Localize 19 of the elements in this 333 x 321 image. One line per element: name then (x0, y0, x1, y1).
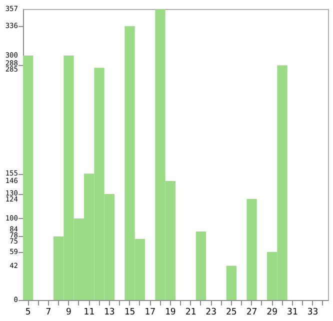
x-tick-label: 15 (124, 308, 136, 318)
x-tick-label: 17 (144, 308, 156, 318)
x-tick-label: 13 (104, 308, 115, 318)
x-tick-label: 23 (206, 308, 217, 318)
x-tick-label: 25 (226, 308, 237, 318)
x-tick-label: 27 (246, 308, 258, 318)
bar (196, 232, 206, 300)
x-tick-label: 7 (46, 308, 52, 318)
bar (23, 55, 34, 300)
bar (246, 198, 257, 300)
x-tick-label: 19 (164, 308, 176, 318)
bar (226, 266, 236, 300)
x-tick-label: 33 (307, 308, 318, 318)
x-tick-label: 29 (266, 308, 278, 318)
x-tick-label: 5 (25, 308, 31, 318)
x-tick-label: 9 (66, 308, 72, 318)
x-tick-label: 11 (84, 308, 95, 318)
x-tick-label: 31 (286, 308, 298, 318)
x-tick-label: 21 (185, 308, 196, 318)
